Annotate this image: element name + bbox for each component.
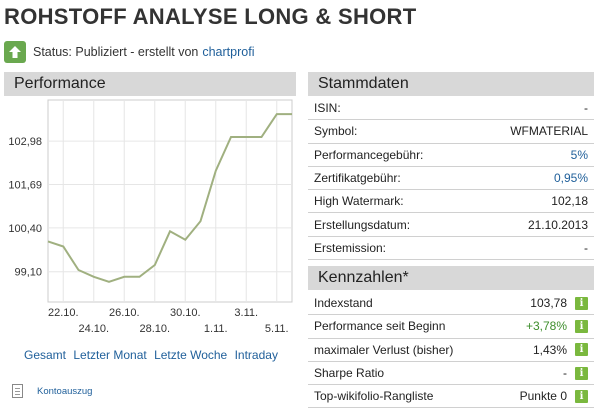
y-tick-label: 102,98 [8,136,42,148]
row-label: Top-wikifolio-Rangliste [314,389,434,404]
row-label: Symbol: [314,124,358,139]
row-value: - [563,366,567,381]
stammdaten-row-high-watermark: High Watermark: 102,18 [308,190,594,214]
status-text: Status: Publiziert - erstellt von [33,45,199,59]
x-tick-label: 22.10. [48,307,79,319]
row-value: 21.10.2013 [527,217,588,232]
kennzahlen-table: Indexstand 103,78 i Performance seit Beg… [308,292,594,409]
row-value: +3,78% [525,319,567,334]
kennzahlen-row-indexstand: Indexstand 103,78 i [308,292,594,316]
range-link-gesamt[interactable]: Gesamt [24,348,67,362]
row-label: High Watermark: [314,194,404,209]
kontoauszug-label[interactable]: Kontoauszug [37,385,93,397]
stammdaten-row-symbol: Symbol: WFMATERIAL [308,120,594,144]
stammdaten-row-erstemission: Erstemission: - [308,237,594,261]
range-link-letzte-woche[interactable]: Letzte Woche [154,348,228,362]
document-icon [12,384,23,398]
x-tick-label: 28.10. [139,323,170,335]
row-value: - [584,101,588,116]
kennzahlen-row-performance: Performance seit Beginn +3,78% i [308,315,594,339]
x-tick-label: 1.11. [204,323,228,335]
kennzahlen-row-rangliste: Top-wikifolio-Rangliste Punkte 0 i [308,385,594,409]
range-link-intraday[interactable]: Intraday [234,348,278,362]
row-value-wrap: 103,78 i [530,296,588,310]
kontoauszug-link[interactable]: Kontoauszug [12,384,92,398]
row-label: Performance seit Beginn [314,319,446,334]
performance-chart: 102,98 101,69 100,40 99,10 22.10. 26.10. 30.10… [4,98,296,338]
row-value: - [584,240,588,255]
kennzahlen-row-sharpe: Sharpe Ratio - i [308,362,594,386]
range-selector: Gesamt Letzter Monat Letzte Woche Intrad… [24,348,282,362]
x-tick-label: 30.10. [170,307,201,319]
stammdaten-row-performancegebuehr: Performancegebühr: 5% [308,144,594,167]
row-label: maximaler Verlust (bisher) [314,342,454,357]
x-tick-label: 24.10. [78,323,109,335]
x-tick-label: 5.11. [265,323,289,335]
row-value-wrap: 1,43% i [533,343,588,357]
upload-arrow-icon [4,41,26,63]
row-label: Zertifikatgebühr: [314,171,401,186]
kennzahlen-header: Kennzahlen* [308,266,594,290]
info-icon[interactable]: i [575,366,588,380]
series-line [47,113,292,283]
row-value: Punkte 0 [519,389,567,404]
info-icon[interactable]: i [575,389,588,403]
performance-chart-svg: 102,98 101,69 100,40 99,10 22.10. 26.10. 30.10… [8,99,293,335]
plot-area [47,99,293,303]
stammdaten-table: ISIN: - Symbol: WFMATERIAL Performancege… [308,97,594,261]
row-value: 102,18 [551,194,588,209]
performancegebuehr-link[interactable]: 5% [570,147,588,162]
row-label: Performancegebühr: [314,147,424,162]
row-value: WFMATERIAL [510,124,588,139]
row-value: 1,43% [532,342,567,357]
x-tick-label: 26.10. [109,307,140,319]
info-icon[interactable]: i [575,296,588,310]
author-link[interactable]: chartprofi [202,45,255,59]
row-label: ISIN: [314,101,341,116]
range-link-letzter-monat[interactable]: Letzter Monat [73,348,147,362]
row-label: Sharpe Ratio [314,366,385,381]
zertifikatgebuehr-link[interactable]: 0,95% [553,171,588,186]
status-row: Status: Publiziert - erstellt von chartp… [4,39,254,65]
performance-header: Performance [4,72,296,96]
y-tick-label: 100,40 [8,223,42,235]
x-tick-label: 3.11. [234,307,258,319]
row-value-wrap: - i [563,366,588,380]
info-icon[interactable]: i [575,319,588,333]
stammdaten-row-erstellungsdatum: Erstellungsdatum: 21.10.2013 [308,213,594,237]
row-label: Erstemission: [314,240,387,255]
info-icon[interactable]: i [575,343,588,357]
stammdaten-row-zertifikatgebuehr: Zertifikatgebühr: 0,95% [308,167,594,191]
stammdaten-row-isin: ISIN: - [308,97,594,121]
y-tick-label: 99,10 [14,267,42,279]
kennzahlen-row-max-verlust: maximaler Verlust (bisher) 1,43% i [308,339,594,362]
row-value-wrap: Punkte 0 i [520,389,588,403]
row-value-wrap: +3,78% i [526,319,588,333]
row-label: Indexstand [314,296,373,311]
page-title: ROHSTOFF ANALYSE LONG & SHORT [4,4,417,29]
row-label: Erstellungsdatum: [314,217,411,232]
row-value: 103,78 [530,296,567,311]
stammdaten-header: Stammdaten [308,72,594,96]
y-tick-label: 101,69 [8,180,42,192]
